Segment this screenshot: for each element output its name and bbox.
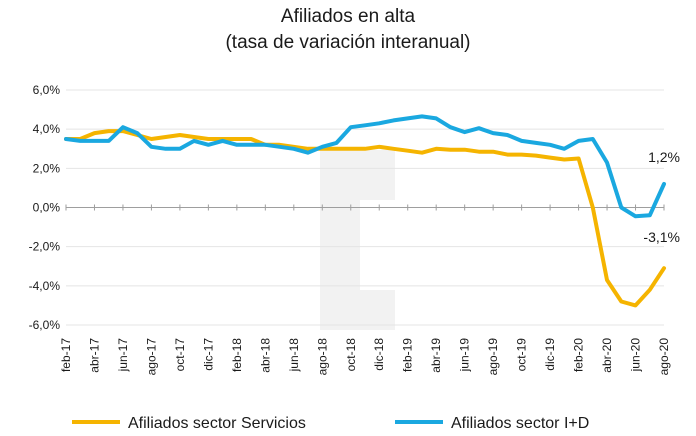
y-tick-label: -6,0% [29,318,61,332]
x-tick-label: feb-19 [401,338,415,372]
chart-title: Afiliados en alta [281,6,416,27]
x-tick-label: jun-17 [116,338,130,373]
legend-label-id: Afiliados sector I+D [451,415,589,432]
x-tick-label: ago-20 [657,338,671,376]
x-tick-label: dic-19 [543,338,557,371]
watermark-logo [320,150,395,330]
series-line-id [64,114,666,219]
x-tick-label: ago-17 [144,338,158,376]
y-tick-label: 6,0% [33,83,61,97]
x-tick-label: oct-19 [515,338,529,372]
series-lines [64,114,666,308]
end-value-label: -3,1% [643,229,680,245]
x-tick-label: jun-18 [287,338,301,373]
annotations: 1,2% -3,1% [643,149,680,245]
legend-label-servicios: Afiliados sector Servicios [128,415,306,432]
x-tick-label: abr-18 [258,338,272,373]
y-tick-label: -2,0% [29,240,61,254]
x-tick-label: oct-18 [344,338,358,372]
series-line-servicios [64,129,666,308]
y-tick-label: 4,0% [33,122,61,136]
x-tick-label: feb-18 [230,338,244,372]
y-tick-label: -4,0% [29,279,61,293]
x-tick-label: dic-17 [201,338,215,371]
x-tick-label: feb-17 [59,338,73,372]
y-axis-ticks: 6,0% 4,0% 2,0% 0,0% -2,0% -4,0% -6,0% [29,83,61,332]
x-tick-label: abr-20 [600,338,614,373]
x-tick-label: feb-20 [572,338,586,372]
x-tick-label: jun-19 [458,338,472,373]
chart-subtitle: (tasa de variación interanual) [225,32,470,53]
legend: Afiliados sector Servicios Afiliados sec… [72,415,589,432]
y-tick-label: 0,0% [33,201,61,215]
x-tick-label: jun-20 [629,338,643,373]
y-tick-label: 2,0% [33,161,61,175]
x-tick-label: dic-18 [372,338,386,371]
x-tick-label: abr-17 [87,338,101,373]
x-axis-ticks: feb-17 abr-17 jun-17 ago-17 oct-17 dic-17 feb-… [59,204,671,376]
x-tick-label: ago-18 [315,338,329,376]
x-tick-label: ago-19 [486,338,500,376]
x-tick-label: abr-19 [429,338,443,373]
x-tick-label: oct-17 [173,338,187,372]
end-value-label: 1,2% [648,149,680,165]
grid [66,89,664,326]
